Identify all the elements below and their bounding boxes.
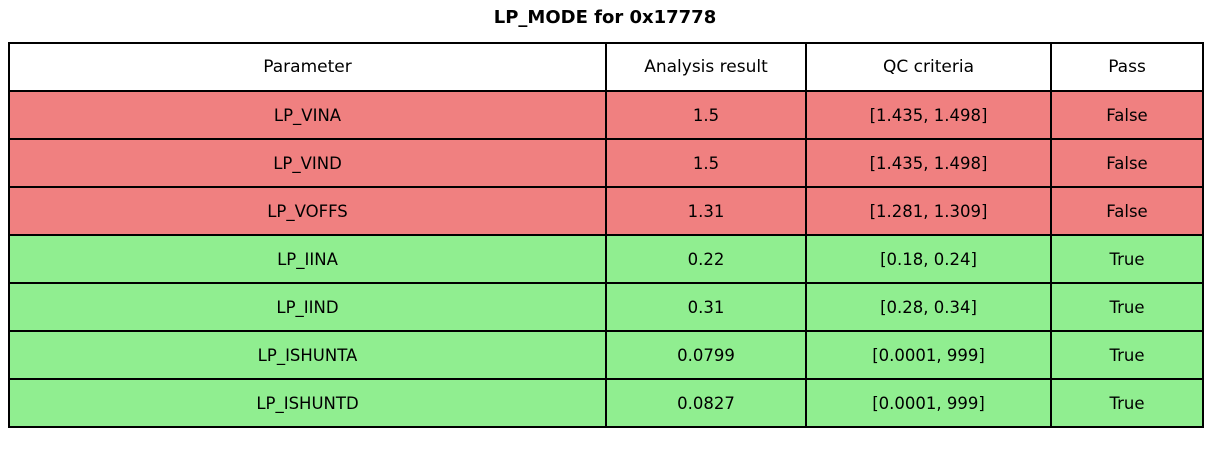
cell-pass: True	[1051, 331, 1203, 379]
cell-pass: False	[1051, 187, 1203, 235]
cell-parameter: LP_VOFFS	[9, 187, 606, 235]
cell-result: 0.31	[606, 283, 806, 331]
cell-parameter: LP_ISHUNTD	[9, 379, 606, 427]
cell-pass: True	[1051, 283, 1203, 331]
cell-qc: [0.28, 0.34]	[806, 283, 1051, 331]
qc-table: Parameter Analysis result QC criteria Pa…	[8, 42, 1204, 428]
cell-pass: False	[1051, 139, 1203, 187]
cell-result: 0.22	[606, 235, 806, 283]
cell-pass: False	[1051, 91, 1203, 139]
cell-result: 1.31	[606, 187, 806, 235]
table-row: LP_VINA 1.5 [1.435, 1.498] False	[9, 91, 1203, 139]
cell-pass: True	[1051, 379, 1203, 427]
header-cell-pass: Pass	[1051, 43, 1203, 91]
table-row: LP_ISHUNTA 0.0799 [0.0001, 999] True	[9, 331, 1203, 379]
table-header-row: Parameter Analysis result QC criteria Pa…	[9, 43, 1203, 91]
cell-result: 0.0827	[606, 379, 806, 427]
cell-qc: [1.435, 1.498]	[806, 139, 1051, 187]
cell-parameter: LP_ISHUNTA	[9, 331, 606, 379]
cell-result: 1.5	[606, 91, 806, 139]
table-row: LP_IIND 0.31 [0.28, 0.34] True	[9, 283, 1203, 331]
cell-parameter: LP_VIND	[9, 139, 606, 187]
cell-pass: True	[1051, 235, 1203, 283]
table-row: LP_IINA 0.22 [0.18, 0.24] True	[9, 235, 1203, 283]
cell-result: 0.0799	[606, 331, 806, 379]
cell-parameter: LP_IINA	[9, 235, 606, 283]
table-row: LP_VOFFS 1.31 [1.281, 1.309] False	[9, 187, 1203, 235]
table-row: LP_ISHUNTD 0.0827 [0.0001, 999] True	[9, 379, 1203, 427]
header-cell-analysis-result: Analysis result	[606, 43, 806, 91]
cell-parameter: LP_IIND	[9, 283, 606, 331]
page-title: LP_MODE for 0x17778	[493, 7, 717, 28]
cell-result: 1.5	[606, 139, 806, 187]
cell-qc: [0.18, 0.24]	[806, 235, 1051, 283]
cell-qc: [0.0001, 999]	[806, 331, 1051, 379]
cell-parameter: LP_VINA	[9, 91, 606, 139]
cell-qc: [1.435, 1.498]	[806, 91, 1051, 139]
header-cell-qc-criteria: QC criteria	[806, 43, 1051, 91]
table-row: LP_VIND 1.5 [1.435, 1.498] False	[9, 139, 1203, 187]
cell-qc: [1.281, 1.309]	[806, 187, 1051, 235]
header-cell-parameter: Parameter	[9, 43, 606, 91]
cell-qc: [0.0001, 999]	[806, 379, 1051, 427]
